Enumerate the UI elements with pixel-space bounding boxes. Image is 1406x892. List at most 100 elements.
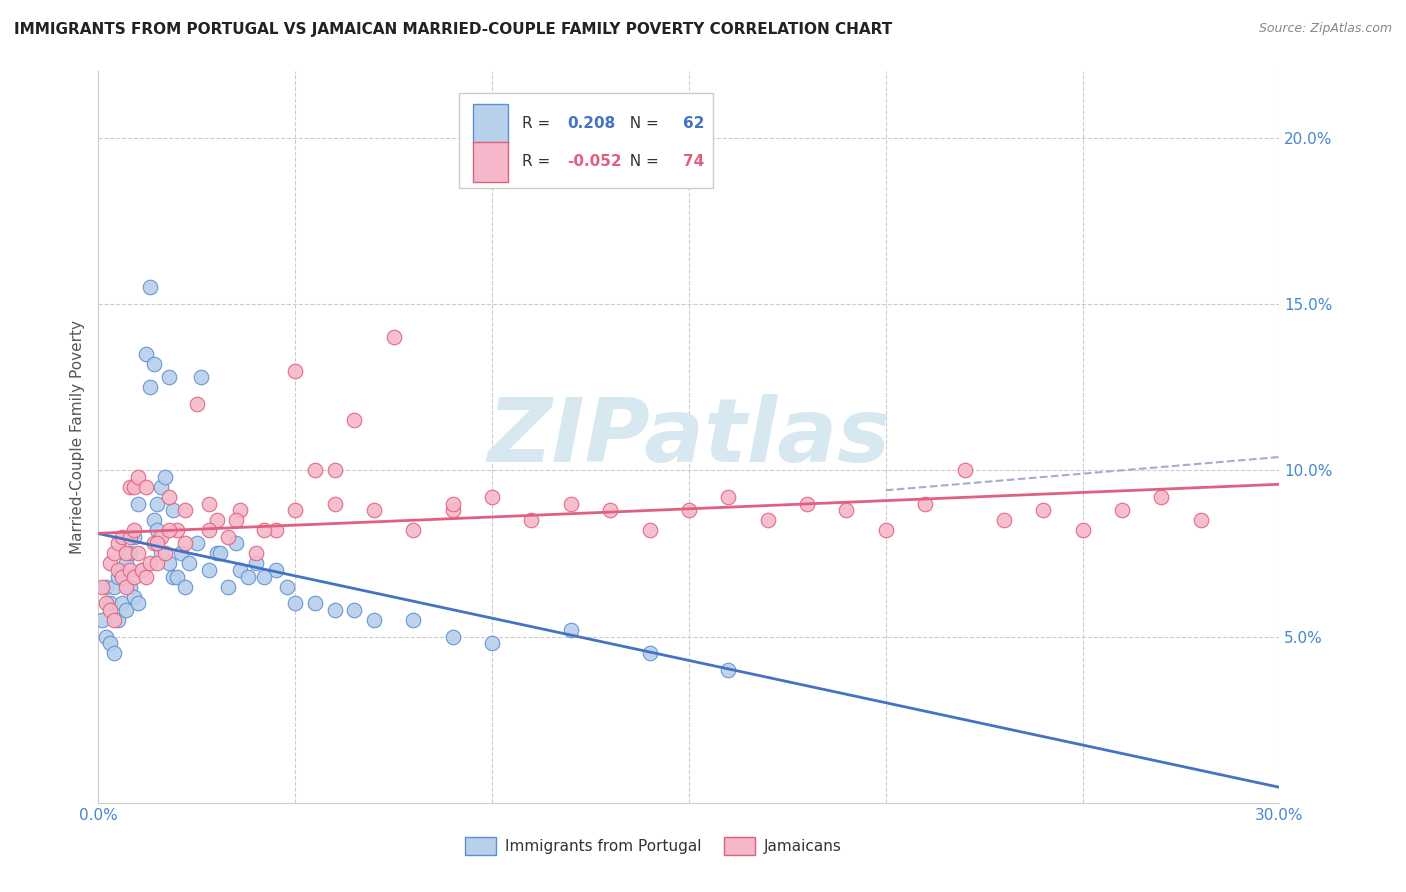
Point — [304, 596, 326, 610]
Point — [162, 503, 184, 517]
Point — [157, 557, 180, 571]
FancyBboxPatch shape — [472, 142, 508, 182]
Point — [402, 523, 425, 537]
Point — [122, 480, 145, 494]
Point — [131, 563, 153, 577]
Point — [835, 503, 858, 517]
Point — [131, 563, 153, 577]
Point — [1111, 503, 1133, 517]
Point — [157, 523, 180, 537]
Point — [146, 497, 169, 511]
Point — [155, 470, 177, 484]
Point — [1189, 513, 1212, 527]
FancyBboxPatch shape — [472, 103, 508, 144]
Point — [717, 490, 740, 504]
Point — [177, 557, 200, 571]
Point — [127, 596, 149, 610]
Point — [135, 347, 157, 361]
Point — [875, 523, 897, 537]
Point — [122, 570, 145, 584]
Text: 62: 62 — [683, 116, 704, 131]
Point — [150, 480, 173, 494]
Point — [107, 563, 129, 577]
Point — [678, 503, 700, 517]
Point — [166, 570, 188, 584]
Point — [481, 490, 503, 504]
Point — [135, 570, 157, 584]
Point — [91, 613, 114, 627]
Point — [363, 503, 385, 517]
Point — [98, 557, 121, 571]
Point — [157, 370, 180, 384]
Point — [96, 580, 118, 594]
Point — [382, 330, 405, 344]
Point — [174, 503, 197, 517]
Point — [363, 613, 385, 627]
Text: R =: R = — [523, 154, 555, 169]
Point — [323, 497, 346, 511]
Y-axis label: Married-Couple Family Poverty: Married-Couple Family Poverty — [70, 320, 86, 554]
Point — [343, 603, 366, 617]
Point — [284, 363, 307, 377]
Point — [150, 546, 173, 560]
Point — [225, 536, 247, 550]
Point — [118, 530, 141, 544]
Point — [441, 630, 464, 644]
Point — [122, 523, 145, 537]
Point — [174, 580, 197, 594]
Point — [127, 470, 149, 484]
Point — [284, 596, 307, 610]
Legend: Immigrants from Portugal, Jamaicans: Immigrants from Portugal, Jamaicans — [458, 831, 848, 861]
Point — [115, 603, 138, 617]
Point — [190, 370, 212, 384]
Point — [111, 530, 134, 544]
Point — [323, 463, 346, 477]
Text: 0.208: 0.208 — [567, 116, 616, 131]
Text: R =: R = — [523, 116, 555, 131]
Text: ZIPatlas: ZIPatlas — [488, 393, 890, 481]
Point — [98, 603, 121, 617]
Point — [1032, 503, 1054, 517]
Point — [205, 546, 228, 560]
Point — [638, 523, 661, 537]
Point — [209, 546, 232, 560]
Point — [118, 480, 141, 494]
Point — [111, 570, 134, 584]
Point — [441, 503, 464, 517]
Text: IMMIGRANTS FROM PORTUGAL VS JAMAICAN MARRIED-COUPLE FAMILY POVERTY CORRELATION C: IMMIGRANTS FROM PORTUGAL VS JAMAICAN MAR… — [14, 22, 893, 37]
Point — [146, 536, 169, 550]
Point — [118, 580, 141, 594]
FancyBboxPatch shape — [458, 94, 713, 188]
Point — [155, 546, 177, 560]
Point — [111, 563, 134, 577]
Text: N =: N = — [620, 154, 664, 169]
Text: 74: 74 — [683, 154, 704, 169]
Point — [111, 596, 134, 610]
Point — [157, 490, 180, 504]
Point — [103, 546, 125, 560]
Point — [276, 580, 298, 594]
Point — [107, 570, 129, 584]
Point — [115, 546, 138, 560]
Point — [138, 280, 160, 294]
Point — [717, 663, 740, 677]
Point — [197, 497, 219, 511]
Point — [186, 397, 208, 411]
Point — [186, 536, 208, 550]
Point — [599, 503, 621, 517]
Point — [122, 590, 145, 604]
Point — [245, 546, 267, 560]
Point — [441, 497, 464, 511]
Point — [118, 563, 141, 577]
Point — [236, 570, 259, 584]
Point — [217, 580, 239, 594]
Point — [98, 636, 121, 650]
Point — [115, 580, 138, 594]
Point — [170, 546, 193, 560]
Point — [245, 557, 267, 571]
Point — [150, 530, 173, 544]
Point — [166, 523, 188, 537]
Point — [225, 513, 247, 527]
Point — [107, 613, 129, 627]
Point — [481, 636, 503, 650]
